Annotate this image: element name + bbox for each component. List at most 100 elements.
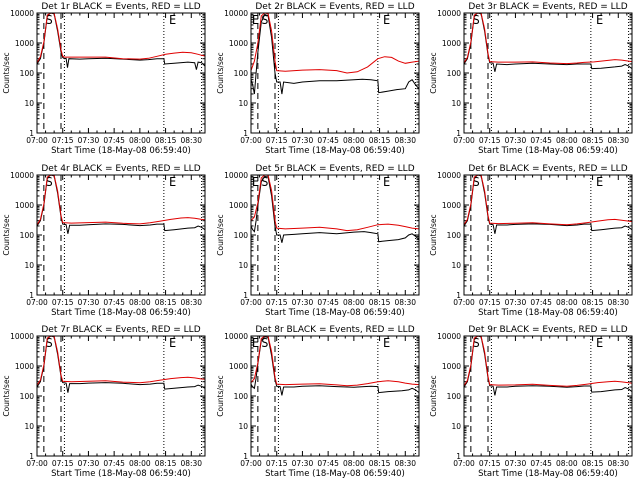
x-tick-label: 08:00 — [129, 298, 151, 307]
x-tick-label: 08:00 — [343, 459, 365, 468]
x-tick-label: 07:15 — [479, 459, 501, 468]
y-tick-label: 10 — [24, 422, 34, 431]
region-label: E — [169, 336, 176, 350]
y-tick-label: 100 — [234, 69, 249, 78]
chart-panel-6: Det 6r BLACK = Events, RED = LLD Start Ti… — [429, 164, 633, 318]
lld-series-line — [464, 175, 632, 226]
y-tick-label: 1 — [29, 291, 34, 300]
x-tick-label: 07:30 — [78, 459, 100, 468]
y-tick-label: 1000 — [15, 39, 34, 48]
region-label: E — [383, 175, 390, 189]
x-axis-label: Start Time (18-May-08 06:59:40) — [478, 469, 618, 479]
x-tick-label: 08:00 — [129, 459, 151, 468]
y-tick-label: 1000 — [442, 362, 461, 371]
chart-title: Det 2r BLACK = Events, RED = LLD — [255, 2, 414, 12]
x-tick-label: 08:30 — [180, 136, 202, 145]
region-label: S — [261, 175, 268, 189]
y-tick-label: 10 — [24, 99, 34, 108]
y-tick-label: 100 — [447, 69, 462, 78]
y-tick-label: 1000 — [15, 201, 34, 210]
lld-series-line — [251, 175, 419, 232]
y-tick-label: 1000 — [229, 362, 248, 371]
x-tick-label: 08:15 — [582, 459, 604, 468]
x-tick-label: 08:30 — [394, 459, 416, 468]
chart-panel-4: Det 4r BLACK = Events, RED = LLD Start Ti… — [2, 164, 206, 318]
region-label: E — [169, 175, 176, 189]
y-tick-label: 1000 — [229, 201, 248, 210]
x-tick-label: 08:15 — [155, 459, 177, 468]
y-tick-label: 10 — [451, 422, 461, 431]
x-tick-label: 08:15 — [155, 298, 177, 307]
region-label: E — [252, 13, 259, 27]
y-axis-label: Counts/sec — [429, 214, 438, 255]
x-tick-label: 07:15 — [479, 136, 501, 145]
y-tick-label: 10000 — [437, 171, 461, 180]
y-tick-label: 100 — [447, 392, 462, 401]
y-tick-label: 10 — [24, 261, 34, 270]
region-label: E — [596, 175, 603, 189]
lld-series-line — [464, 13, 632, 65]
region-label: S — [46, 336, 53, 350]
x-tick-label: 07:30 — [292, 136, 314, 145]
x-tick-label: 07:45 — [317, 459, 339, 468]
region-label: S — [261, 13, 268, 27]
x-tick-label: 08:30 — [607, 298, 629, 307]
plot-frame — [463, 12, 633, 134]
chart-title: Det 3r BLACK = Events, RED = LLD — [468, 2, 627, 12]
x-tick-label: 07:15 — [266, 298, 288, 307]
x-axis-label: Start Time (18-May-08 06:59:40) — [478, 308, 618, 318]
x-tick-label: 08:30 — [180, 459, 202, 468]
y-tick-label: 1 — [243, 452, 248, 461]
region-label: E — [596, 336, 603, 350]
x-tick-label: 08:00 — [556, 298, 578, 307]
x-tick-label: 08:00 — [343, 136, 365, 145]
region-label: S — [46, 13, 53, 27]
y-tick-label: 100 — [20, 392, 35, 401]
y-axis-label: Counts/sec — [2, 375, 11, 416]
x-axis-label: Start Time (18-May-08 06:59:40) — [51, 146, 191, 156]
y-tick-label: 1000 — [15, 362, 34, 371]
y-tick-label: 10 — [238, 422, 248, 431]
y-tick-label: 10000 — [10, 171, 34, 180]
x-tick-label: 08:30 — [394, 136, 416, 145]
y-axis-label: Counts/sec — [216, 52, 225, 93]
y-tick-label: 10000 — [10, 9, 34, 18]
chart-panel-3: Det 3r BLACK = Events, RED = LLD Start Ti… — [429, 2, 633, 156]
x-tick-label: 08:00 — [556, 136, 578, 145]
x-axis-label: Start Time (18-May-08 06:59:40) — [265, 146, 405, 156]
x-axis-label: Start Time (18-May-08 06:59:40) — [265, 469, 405, 479]
x-tick-label: 07:30 — [505, 136, 527, 145]
region-label: E — [383, 13, 390, 27]
chart-panel-9: Det 9r BLACK = Events, RED = LLD Start Ti… — [429, 325, 633, 479]
y-tick-label: 10000 — [437, 332, 461, 341]
y-axis-label: Counts/sec — [2, 214, 11, 255]
x-tick-label: 07:00 — [240, 298, 262, 307]
x-tick-label: 07:30 — [292, 298, 314, 307]
x-axis-label: Start Time (18-May-08 06:59:40) — [51, 308, 191, 318]
lld-series-line — [37, 175, 205, 225]
x-tick-label: 07:00 — [453, 459, 475, 468]
x-tick-label: 07:45 — [103, 459, 125, 468]
events-series-line — [251, 13, 419, 95]
chart-title: Det 4r BLACK = Events, RED = LLD — [41, 164, 200, 174]
region-label: E — [169, 13, 176, 27]
y-tick-label: 1000 — [442, 201, 461, 210]
x-tick-label: 08:00 — [343, 298, 365, 307]
region-label: E — [252, 175, 259, 189]
region-label: E — [383, 336, 390, 350]
x-tick-label: 08:00 — [129, 136, 151, 145]
x-tick-label: 07:30 — [292, 459, 314, 468]
y-tick-label: 10000 — [224, 332, 248, 341]
x-tick-label: 07:45 — [530, 459, 552, 468]
y-tick-label: 10000 — [224, 171, 248, 180]
y-axis-label: Counts/sec — [216, 214, 225, 255]
x-tick-label: 07:30 — [505, 459, 527, 468]
region-label: S — [473, 175, 480, 189]
x-tick-label: 08:30 — [607, 459, 629, 468]
y-tick-label: 1 — [243, 129, 248, 138]
plot-frame — [250, 174, 420, 296]
x-tick-label: 07:00 — [26, 459, 48, 468]
x-axis-label: Start Time (18-May-08 06:59:40) — [478, 146, 618, 156]
